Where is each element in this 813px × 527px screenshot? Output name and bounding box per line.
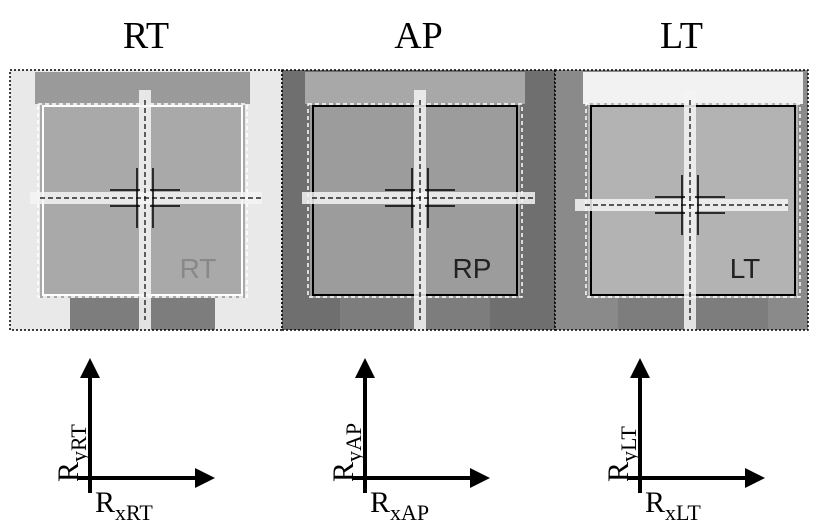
axis-base: R bbox=[645, 486, 665, 519]
axis-sub: yRT bbox=[66, 424, 91, 462]
axis-sub: yAP bbox=[341, 423, 366, 462]
center-cross bbox=[110, 168, 180, 228]
photo-frame bbox=[281, 69, 556, 331]
photo-frame bbox=[554, 69, 809, 331]
x-axis-label: RxLT bbox=[645, 486, 701, 525]
axis-base: R bbox=[370, 486, 390, 519]
panel-title: AP bbox=[394, 15, 443, 57]
cube-label: RP bbox=[453, 253, 492, 284]
axis-base: R bbox=[95, 486, 115, 519]
axis-sub: xLT bbox=[665, 500, 701, 525]
y-axis-label: RyLT bbox=[602, 426, 641, 482]
cube-label: RT bbox=[180, 253, 217, 284]
axis-sub: xRT bbox=[115, 500, 153, 525]
laser-vertical bbox=[414, 90, 426, 330]
x-axis-label: RxAP bbox=[370, 486, 429, 525]
x-axis-label: RxRT bbox=[95, 486, 153, 525]
y-axis-label: RyAP bbox=[327, 423, 366, 482]
laser-vertical bbox=[139, 90, 151, 330]
panel-title: LT bbox=[660, 15, 703, 57]
axis-base: R bbox=[52, 462, 85, 482]
panel-title: RT bbox=[123, 15, 169, 57]
axis-sub: yLT bbox=[616, 426, 641, 462]
axis-base: R bbox=[602, 462, 635, 482]
axis-base: R bbox=[327, 462, 360, 482]
y-axis-label: RyRT bbox=[52, 424, 91, 482]
center-cross bbox=[655, 175, 725, 235]
cube-label: LT bbox=[730, 253, 761, 284]
center-cross bbox=[385, 168, 455, 228]
axis-sub: xAP bbox=[390, 500, 429, 525]
